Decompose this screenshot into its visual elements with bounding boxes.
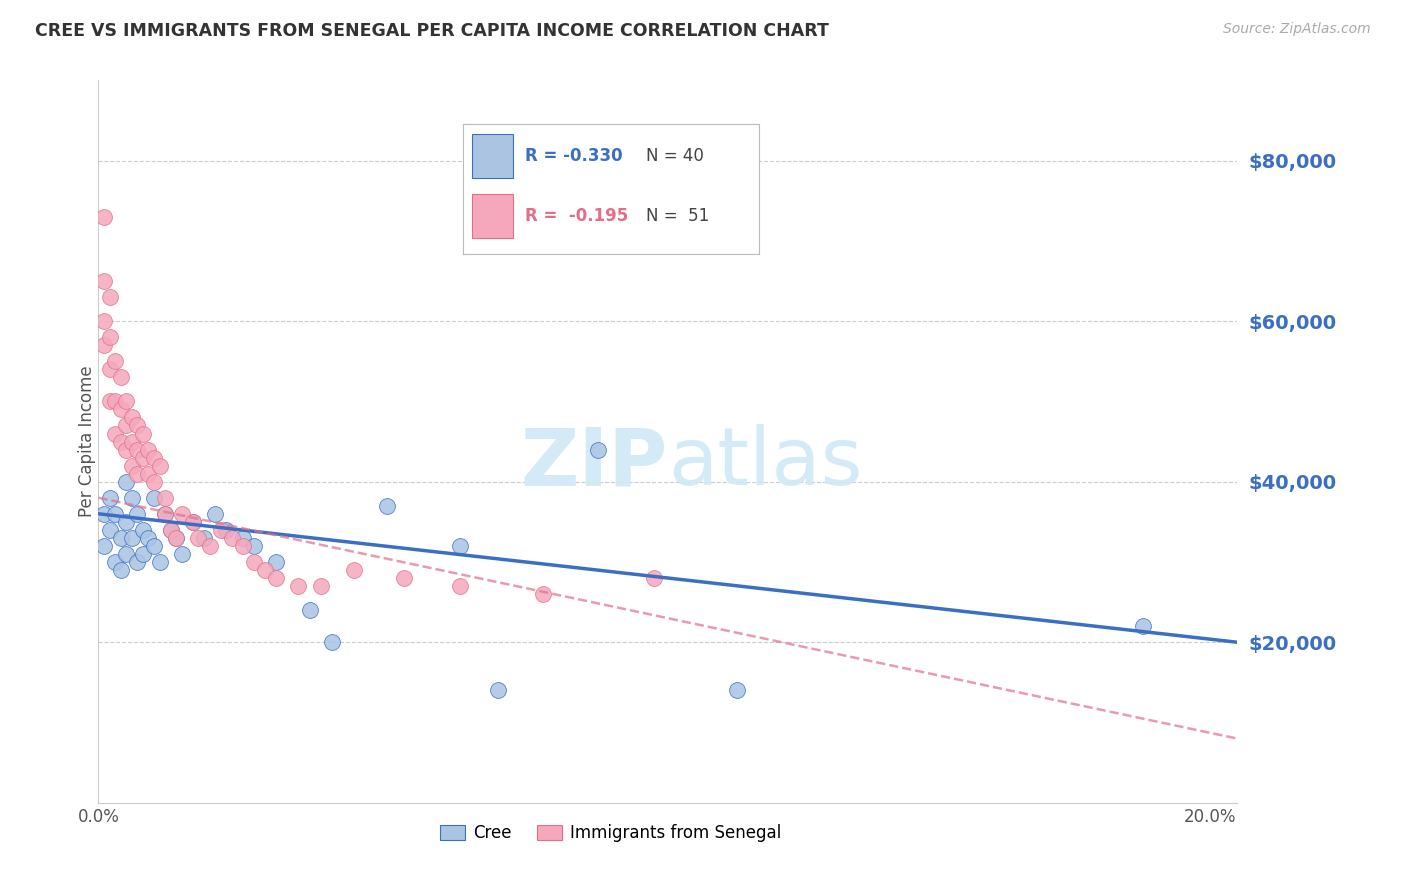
Point [93, 274, 115, 288]
Point [93, 338, 115, 352]
Point [93, 539, 115, 553]
Point [110, 402, 132, 417]
Point [132, 523, 155, 537]
Point [121, 458, 143, 473]
Point [153, 491, 176, 505]
Point [148, 458, 170, 473]
Point [127, 467, 149, 481]
Point [104, 507, 127, 521]
Y-axis label: Per Capita Income: Per Capita Income [79, 366, 96, 517]
Point [127, 418, 149, 433]
Point [104, 394, 127, 409]
Point [287, 579, 309, 593]
Point [132, 547, 155, 561]
Point [1132, 619, 1154, 633]
Point [531, 587, 554, 601]
Point [187, 531, 209, 545]
Point [115, 442, 138, 457]
Point [264, 571, 287, 585]
Point [110, 434, 132, 449]
Point [298, 603, 321, 617]
Point [215, 523, 238, 537]
Point [170, 547, 193, 561]
Point [121, 410, 143, 425]
Point [153, 507, 176, 521]
Point [121, 531, 143, 545]
Point [127, 442, 149, 457]
Point [392, 571, 415, 585]
Point [159, 523, 181, 537]
Point [98, 394, 121, 409]
Point [181, 515, 204, 529]
Text: ZIP: ZIP [520, 425, 668, 502]
Point [115, 418, 138, 433]
Point [165, 531, 187, 545]
Point [110, 531, 132, 545]
Point [121, 491, 143, 505]
Point [143, 491, 166, 505]
Point [132, 426, 155, 441]
Point [198, 539, 221, 553]
Point [110, 370, 132, 384]
Point [143, 475, 166, 489]
Legend: Cree, Immigrants from Senegal: Cree, Immigrants from Senegal [433, 817, 789, 848]
Point [321, 635, 343, 649]
Point [588, 442, 610, 457]
Point [153, 507, 176, 521]
Point [486, 683, 509, 698]
Point [309, 579, 332, 593]
Point [115, 547, 138, 561]
Point [132, 450, 155, 465]
Point [115, 515, 138, 529]
Point [725, 683, 748, 698]
Point [98, 523, 121, 537]
Point [98, 290, 121, 304]
Point [148, 555, 170, 569]
Point [159, 523, 181, 537]
Text: atlas: atlas [668, 425, 862, 502]
Point [138, 531, 160, 545]
Point [127, 507, 149, 521]
Point [93, 210, 115, 224]
Point [204, 507, 226, 521]
Point [93, 314, 115, 328]
Point [243, 539, 266, 553]
Point [143, 450, 166, 465]
Point [170, 507, 193, 521]
Point [209, 523, 232, 537]
Point [193, 531, 215, 545]
Point [143, 539, 166, 553]
Point [98, 330, 121, 344]
Point [254, 563, 277, 577]
Point [449, 579, 471, 593]
Point [98, 362, 121, 376]
Point [643, 571, 665, 585]
Point [138, 442, 160, 457]
Point [115, 475, 138, 489]
Point [375, 499, 398, 513]
Point [264, 555, 287, 569]
Point [93, 507, 115, 521]
Point [243, 555, 266, 569]
Point [110, 563, 132, 577]
Point [115, 394, 138, 409]
Point [104, 555, 127, 569]
Point [127, 555, 149, 569]
Point [98, 491, 121, 505]
Point [138, 467, 160, 481]
Point [232, 531, 254, 545]
Point [165, 531, 187, 545]
Point [121, 434, 143, 449]
Point [104, 426, 127, 441]
Point [181, 515, 204, 529]
Text: CREE VS IMMIGRANTS FROM SENEGAL PER CAPITA INCOME CORRELATION CHART: CREE VS IMMIGRANTS FROM SENEGAL PER CAPI… [35, 22, 830, 40]
Text: Source: ZipAtlas.com: Source: ZipAtlas.com [1223, 22, 1371, 37]
Point [449, 539, 471, 553]
Point [343, 563, 366, 577]
Point [221, 531, 243, 545]
Point [232, 539, 254, 553]
Point [104, 354, 127, 368]
